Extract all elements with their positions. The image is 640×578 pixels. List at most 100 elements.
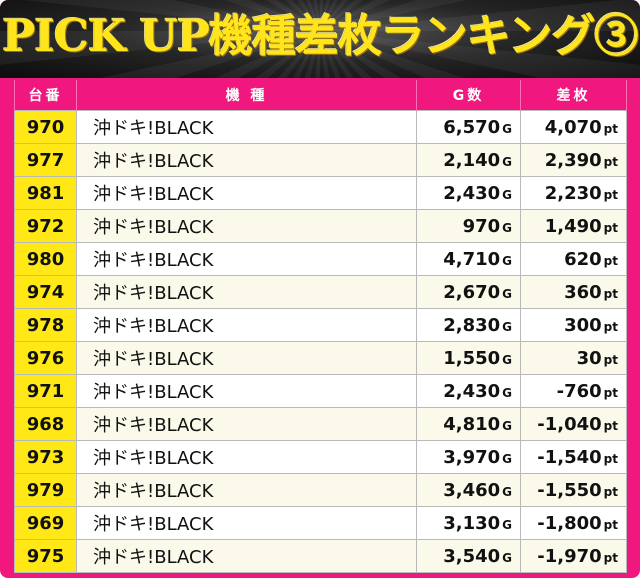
row-number: 974 <box>14 275 77 309</box>
difference-unit: pt <box>603 286 618 301</box>
row-difference-cell: 620 pt <box>520 242 627 276</box>
row-games: 6,570 <box>443 116 501 138</box>
difference-unit: pt <box>603 319 618 334</box>
page-title: PICK UP機種差枚ランキング③ <box>2 11 638 62</box>
row-games-cell: 2,670 G <box>416 275 521 309</box>
title-banner: PICK UP機種差枚ランキング③ <box>0 0 640 78</box>
difference-unit: pt <box>603 484 618 499</box>
difference-unit: pt <box>603 418 618 433</box>
row-games: 3,460 <box>443 479 501 501</box>
table-row: 973 沖ドキ!BLACK 3,970 G -1,540 pt <box>14 440 627 474</box>
table-row: 981 沖ドキ!BLACK 2,430 G 2,230 pt <box>14 176 627 210</box>
row-machine: 沖ドキ!BLACK <box>76 539 417 573</box>
row-games: 3,540 <box>443 545 501 567</box>
games-unit: G <box>502 550 512 565</box>
header-machine: 機 種 <box>76 80 417 111</box>
row-number: 968 <box>14 407 77 441</box>
row-difference: 2,390 <box>544 149 602 171</box>
row-machine: 沖ドキ!BLACK <box>76 407 417 441</box>
games-unit: G <box>502 253 512 268</box>
table-row: 971 沖ドキ!BLACK 2,430 G -760 pt <box>14 374 627 408</box>
row-difference-cell: 360 pt <box>520 275 627 309</box>
row-machine: 沖ドキ!BLACK <box>76 341 417 375</box>
table-row: 969 沖ドキ!BLACK 3,130 G -1,800 pt <box>14 506 627 540</box>
row-games: 3,130 <box>443 512 501 534</box>
row-games-cell: 2,430 G <box>416 176 521 210</box>
row-difference: 620 <box>564 248 602 270</box>
row-difference: -1,550 <box>537 479 602 501</box>
difference-unit: pt <box>603 385 618 400</box>
games-unit: G <box>502 319 512 334</box>
row-difference-cell: -1,550 pt <box>520 473 627 507</box>
row-games-cell: 3,540 G <box>416 539 521 573</box>
row-games: 2,670 <box>443 281 501 303</box>
row-games: 2,430 <box>443 182 501 204</box>
table-row: 975 沖ドキ!BLACK 3,540 G -1,970 pt <box>14 539 627 573</box>
row-games: 2,830 <box>443 314 501 336</box>
table-row: 974 沖ドキ!BLACK 2,670 G 360 pt <box>14 275 627 309</box>
row-games: 4,710 <box>443 248 501 270</box>
row-machine: 沖ドキ!BLACK <box>76 308 417 342</box>
games-unit: G <box>502 517 512 532</box>
row-difference: -1,970 <box>537 545 602 567</box>
row-difference: 4,070 <box>544 116 602 138</box>
row-difference: -760 <box>556 380 602 402</box>
games-unit: G <box>502 286 512 301</box>
row-number: 976 <box>14 341 77 375</box>
row-number: 971 <box>14 374 77 408</box>
row-difference: 360 <box>564 281 602 303</box>
row-difference-cell: -1,040 pt <box>520 407 627 441</box>
table-body: 970 沖ドキ!BLACK 6,570 G 4,070 pt 977 沖ドキ!BLACK 2,1… <box>14 110 627 573</box>
row-difference-cell: -1,540 pt <box>520 440 627 474</box>
games-unit: G <box>502 352 512 367</box>
row-machine: 沖ドキ!BLACK <box>76 143 417 177</box>
row-games-cell: 2,140 G <box>416 143 521 177</box>
row-games: 2,430 <box>443 380 501 402</box>
ranking-table: 台番 機 種 G数 差枚 970 沖ドキ!BLACK 6,570 G 4,070 pt 97… <box>14 80 627 573</box>
row-difference-cell: 4,070 pt <box>520 110 627 144</box>
table-row: 970 沖ドキ!BLACK 6,570 G 4,070 pt <box>14 110 627 144</box>
row-difference-cell: 300 pt <box>520 308 627 342</box>
row-games-cell: 2,830 G <box>416 308 521 342</box>
row-difference-cell: -1,800 pt <box>520 506 627 540</box>
row-number: 975 <box>14 539 77 573</box>
row-games-cell: 4,810 G <box>416 407 521 441</box>
difference-unit: pt <box>603 220 618 235</box>
row-machine: 沖ドキ!BLACK <box>76 176 417 210</box>
difference-unit: pt <box>603 187 618 202</box>
row-difference-cell: 2,230 pt <box>520 176 627 210</box>
games-unit: G <box>502 220 512 235</box>
row-machine: 沖ドキ!BLACK <box>76 275 417 309</box>
header-difference: 差枚 <box>520 80 627 111</box>
row-games-cell: 970 G <box>416 209 521 243</box>
row-difference: -1,800 <box>537 512 602 534</box>
row-games: 2,140 <box>443 149 501 171</box>
row-number: 969 <box>14 506 77 540</box>
row-difference-cell: -1,970 pt <box>520 539 627 573</box>
row-difference: 2,230 <box>544 182 602 204</box>
row-difference-cell: 1,490 pt <box>520 209 627 243</box>
games-unit: G <box>502 121 512 136</box>
table-row: 968 沖ドキ!BLACK 4,810 G -1,040 pt <box>14 407 627 441</box>
row-machine: 沖ドキ!BLACK <box>76 473 417 507</box>
row-games-cell: 2,430 G <box>416 374 521 408</box>
row-games: 970 <box>462 215 501 237</box>
row-number: 979 <box>14 473 77 507</box>
difference-unit: pt <box>603 121 618 136</box>
table-header-row: 台番 機 種 G数 差枚 <box>14 80 627 111</box>
row-number: 970 <box>14 110 77 144</box>
difference-unit: pt <box>603 517 618 532</box>
row-difference: 1,490 <box>544 215 602 237</box>
difference-unit: pt <box>603 253 618 268</box>
row-difference: -1,540 <box>537 446 602 468</box>
row-games-cell: 1,550 G <box>416 341 521 375</box>
table-row: 976 沖ドキ!BLACK 1,550 G 30 pt <box>14 341 627 375</box>
games-unit: G <box>502 187 512 202</box>
row-games-cell: 3,130 G <box>416 506 521 540</box>
row-number: 977 <box>14 143 77 177</box>
difference-unit: pt <box>603 451 618 466</box>
row-number: 980 <box>14 242 77 276</box>
row-number: 978 <box>14 308 77 342</box>
row-number: 972 <box>14 209 77 243</box>
